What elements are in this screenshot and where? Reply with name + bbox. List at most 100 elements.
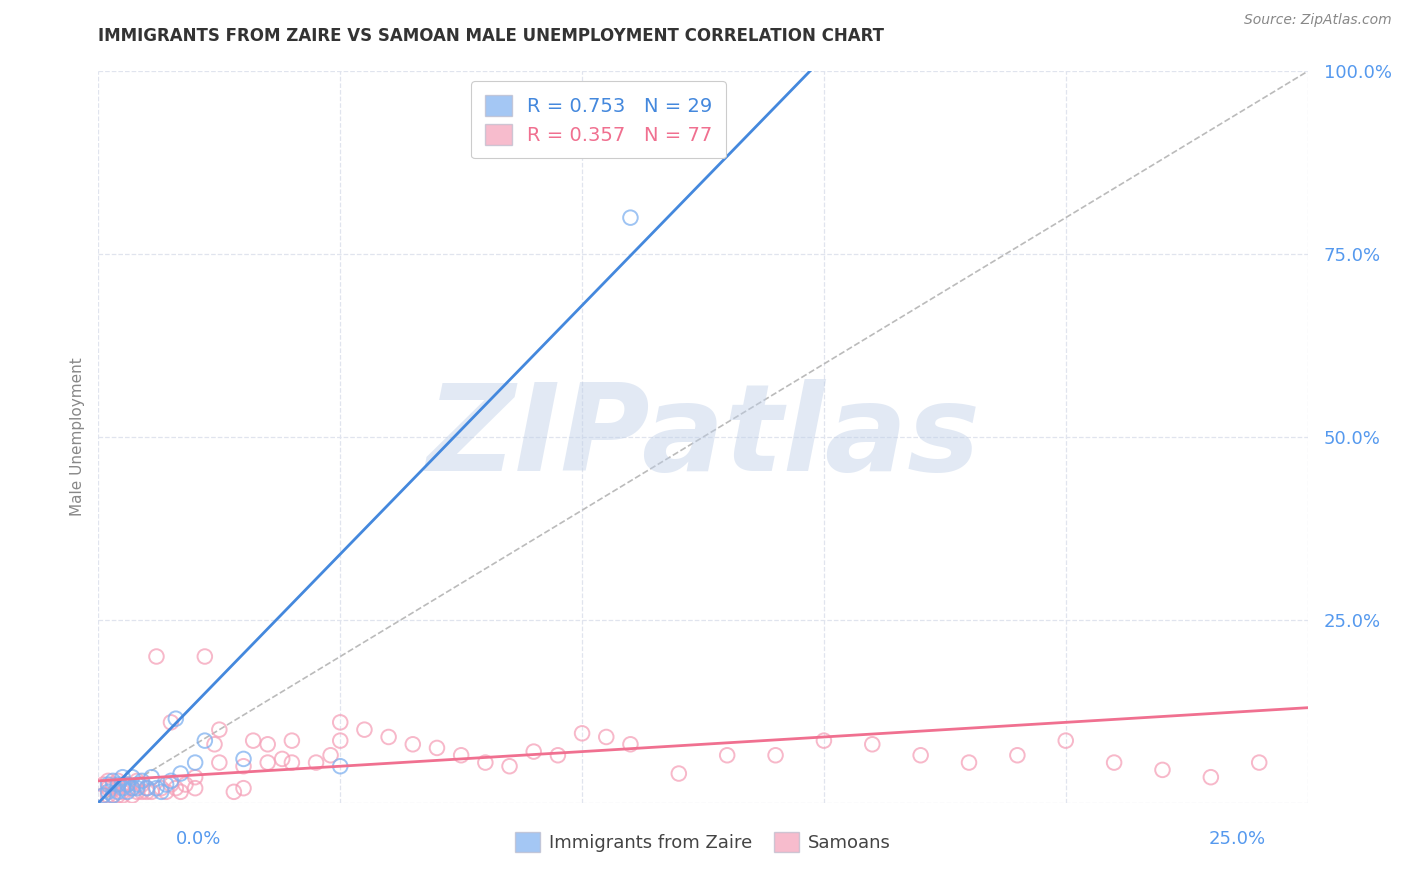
Point bbox=[155, 785, 177, 799]
Point bbox=[1102, 756, 1125, 770]
Point bbox=[353, 723, 375, 737]
Point bbox=[329, 733, 352, 747]
Point bbox=[271, 752, 294, 766]
Point bbox=[97, 785, 120, 799]
Point bbox=[121, 781, 143, 796]
Point bbox=[169, 785, 191, 799]
Point bbox=[160, 715, 183, 730]
Point bbox=[860, 737, 883, 751]
Point bbox=[101, 789, 124, 803]
Point bbox=[232, 759, 254, 773]
Point bbox=[97, 773, 120, 788]
Point bbox=[1152, 763, 1174, 777]
Point bbox=[107, 789, 129, 803]
Point bbox=[547, 748, 569, 763]
Point bbox=[107, 781, 129, 796]
Point bbox=[1007, 748, 1029, 763]
Point bbox=[184, 770, 207, 784]
Text: IMMIGRANTS FROM ZAIRE VS SAMOAN MALE UNEMPLOYMENT CORRELATION CHART: IMMIGRANTS FROM ZAIRE VS SAMOAN MALE UNE… bbox=[98, 27, 884, 45]
Point bbox=[91, 778, 114, 792]
Point bbox=[111, 781, 134, 796]
Point bbox=[160, 773, 183, 788]
Point bbox=[101, 781, 124, 796]
Point bbox=[101, 789, 124, 803]
Point bbox=[281, 733, 304, 747]
Point bbox=[174, 778, 197, 792]
Point bbox=[256, 756, 278, 770]
Point bbox=[131, 773, 153, 788]
Point bbox=[91, 789, 114, 803]
Point bbox=[117, 778, 139, 792]
Point bbox=[91, 789, 114, 803]
Point bbox=[619, 737, 641, 751]
Point bbox=[716, 748, 738, 763]
Point bbox=[111, 785, 134, 799]
Point bbox=[145, 781, 167, 796]
Text: Source: ZipAtlas.com: Source: ZipAtlas.com bbox=[1244, 13, 1392, 28]
Point bbox=[668, 766, 690, 780]
Point bbox=[145, 649, 167, 664]
Point bbox=[107, 778, 129, 792]
Point bbox=[184, 781, 207, 796]
Point bbox=[117, 785, 139, 799]
Point bbox=[101, 778, 124, 792]
Point bbox=[204, 737, 226, 751]
Point bbox=[150, 781, 173, 796]
Point bbox=[117, 778, 139, 792]
Point bbox=[194, 649, 217, 664]
Point bbox=[184, 756, 207, 770]
Y-axis label: Male Unemployment: Male Unemployment bbox=[69, 358, 84, 516]
Point bbox=[141, 785, 163, 799]
Point bbox=[208, 756, 231, 770]
Text: 25.0%: 25.0% bbox=[1208, 830, 1265, 847]
Point bbox=[155, 778, 177, 792]
Text: ZIPatlas: ZIPatlas bbox=[426, 378, 980, 496]
Point bbox=[194, 733, 217, 747]
Point bbox=[127, 778, 149, 792]
Point bbox=[1199, 770, 1222, 784]
Legend: Immigrants from Zaire, Samoans: Immigrants from Zaire, Samoans bbox=[508, 825, 898, 860]
Point bbox=[402, 737, 425, 751]
Point bbox=[319, 748, 342, 763]
Point bbox=[141, 770, 163, 784]
Point bbox=[498, 759, 520, 773]
Point bbox=[957, 756, 980, 770]
Point bbox=[910, 748, 932, 763]
Point bbox=[97, 778, 120, 792]
Point bbox=[305, 756, 328, 770]
Point bbox=[523, 745, 546, 759]
Point bbox=[595, 730, 617, 744]
Point bbox=[97, 789, 120, 803]
Point bbox=[135, 781, 157, 796]
Point bbox=[121, 789, 143, 803]
Point bbox=[232, 752, 254, 766]
Point bbox=[619, 211, 641, 225]
Point bbox=[160, 778, 183, 792]
Point bbox=[426, 740, 449, 755]
Point bbox=[165, 712, 187, 726]
Point bbox=[127, 785, 149, 799]
Point bbox=[208, 723, 231, 737]
Point bbox=[571, 726, 593, 740]
Point bbox=[813, 733, 835, 747]
Point bbox=[232, 781, 254, 796]
Point bbox=[107, 785, 129, 799]
Point bbox=[135, 785, 157, 799]
Point bbox=[242, 733, 264, 747]
Point bbox=[111, 770, 134, 784]
Point bbox=[329, 759, 352, 773]
Point bbox=[111, 789, 134, 803]
Point bbox=[97, 781, 120, 796]
Point bbox=[222, 785, 245, 799]
Point bbox=[150, 785, 173, 799]
Point bbox=[135, 781, 157, 796]
Point bbox=[127, 773, 149, 788]
Point bbox=[1054, 733, 1077, 747]
Point bbox=[131, 785, 153, 799]
Text: 0.0%: 0.0% bbox=[176, 830, 221, 847]
Point bbox=[377, 730, 399, 744]
Point bbox=[117, 781, 139, 796]
Point bbox=[131, 778, 153, 792]
Point bbox=[121, 770, 143, 784]
Point bbox=[165, 781, 187, 796]
